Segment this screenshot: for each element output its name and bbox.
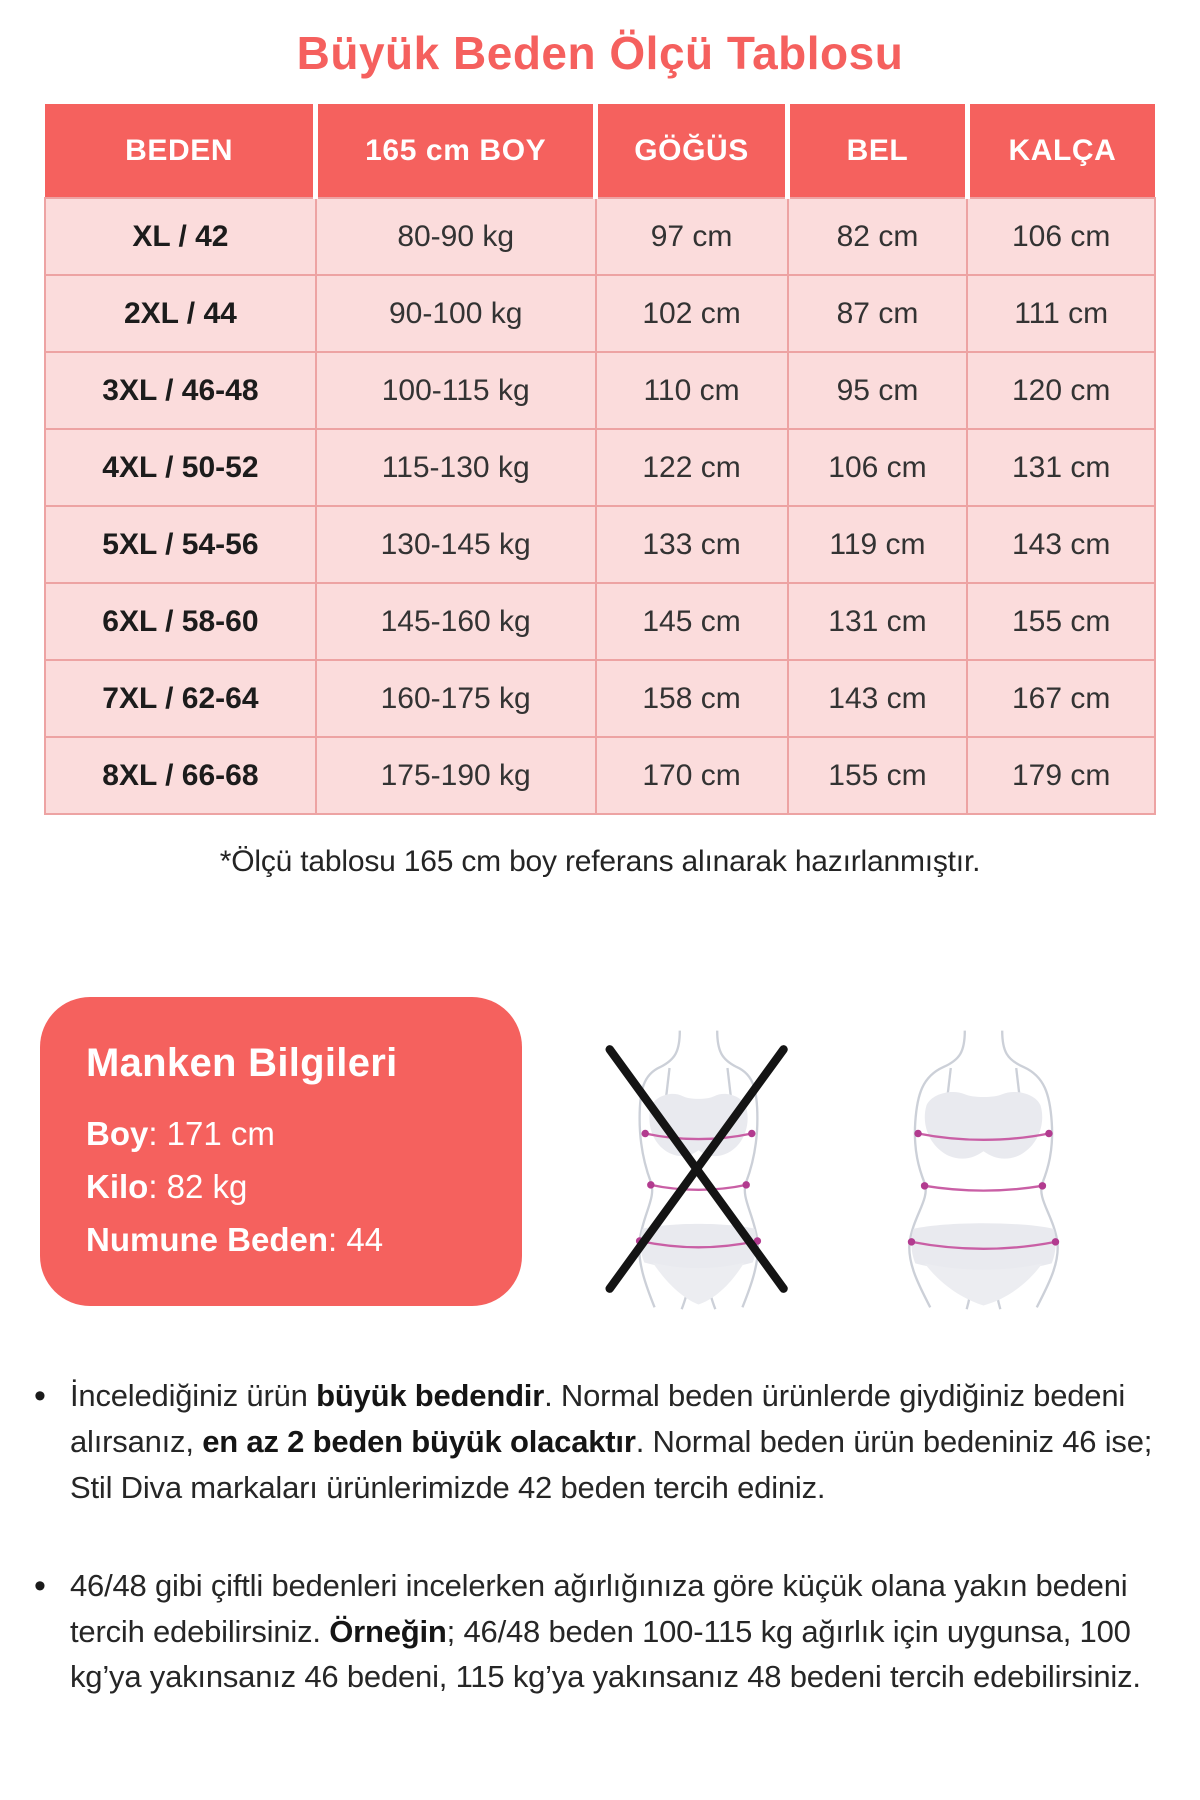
- col-header-bel: BEL: [785, 104, 968, 198]
- cell-chest: 102 cm: [594, 274, 789, 353]
- plus-figure-icon: [876, 1023, 1091, 1315]
- table-row: 4XL / 50-52 115-130 kg 122 cm 106 cm 131…: [44, 428, 1156, 507]
- cell-size: XL / 42: [44, 197, 317, 276]
- cell-chest: 158 cm: [594, 659, 789, 738]
- cell-hip: 131 cm: [966, 428, 1156, 507]
- bullet-item-sizing: İncelediğiniz ürün büyük bedendir. Norma…: [34, 1371, 1166, 1511]
- table-row: XL / 42 80-90 kg 97 cm 82 cm 106 cm: [44, 197, 1156, 276]
- cell-hip: 120 cm: [966, 351, 1156, 430]
- cell-weight: 90-100 kg: [314, 274, 597, 353]
- slim-figure-crossed-icon: [591, 1023, 806, 1315]
- cell-size: 4XL / 50-52: [44, 428, 317, 507]
- cell-size: 3XL / 46-48: [44, 351, 317, 430]
- table-row: 5XL / 54-56 130-145 kg 133 cm 119 cm 143…: [44, 505, 1156, 584]
- cross-out-x-icon: [605, 1045, 788, 1293]
- cell-waist: 155 cm: [786, 736, 969, 815]
- cell-size: 7XL / 62-64: [44, 659, 317, 738]
- table-row: 3XL / 46-48 100-115 kg 110 cm 95 cm 120 …: [44, 351, 1156, 430]
- cell-weight: 100-115 kg: [314, 351, 597, 430]
- table-row: 2XL / 44 90-100 kg 102 cm 87 cm 111 cm: [44, 274, 1156, 353]
- cell-size: 8XL / 66-68: [44, 736, 317, 815]
- cell-chest: 133 cm: [594, 505, 789, 584]
- info-bullets: İncelediğiniz ürün büyük bedendir. Norma…: [0, 1371, 1200, 1701]
- cell-chest: 145 cm: [594, 582, 789, 661]
- cell-hip: 111 cm: [966, 274, 1156, 353]
- cell-size: 2XL / 44: [44, 274, 317, 353]
- table-row: 6XL / 58-60 145-160 kg 145 cm 131 cm 155…: [44, 582, 1156, 661]
- col-header-kalca: KALÇA: [964, 104, 1155, 198]
- page-title: Büyük Beden Ölçü Tablosu: [296, 27, 904, 79]
- cell-waist: 82 cm: [786, 197, 969, 276]
- cell-weight: 175-190 kg: [314, 736, 597, 815]
- col-header-gogus: GÖĞÜS: [593, 104, 788, 198]
- table-row: 7XL / 62-64 160-175 kg 158 cm 143 cm 167…: [44, 659, 1156, 738]
- cell-weight: 145-160 kg: [314, 582, 597, 661]
- size-table: BEDEN 165 cm BOY GÖĞÜS BEL KALÇA XL / 42…: [44, 104, 1156, 815]
- cell-waist: 131 cm: [786, 582, 969, 661]
- model-weight: Kilo: 82 kg: [86, 1167, 248, 1205]
- cell-hip: 167 cm: [966, 659, 1156, 738]
- cell-size: 5XL / 54-56: [44, 505, 317, 584]
- cell-waist: 119 cm: [786, 505, 969, 584]
- cell-hip: 179 cm: [966, 736, 1156, 815]
- cell-waist: 143 cm: [786, 659, 969, 738]
- cell-weight: 130-145 kg: [314, 505, 597, 584]
- cell-waist: 106 cm: [786, 428, 969, 507]
- cell-chest: 170 cm: [594, 736, 789, 815]
- table-header-row: BEDEN 165 cm BOY GÖĞÜS BEL KALÇA: [45, 104, 1155, 198]
- model-info-title: Manken Bilgileri: [86, 1041, 398, 1085]
- cell-waist: 87 cm: [786, 274, 969, 353]
- cell-chest: 97 cm: [594, 197, 789, 276]
- model-height: Boy: 171 cm: [86, 1115, 275, 1152]
- bullet-item-double-sizes: 46/48 gibi çiftli bedenleri incelerken a…: [34, 1561, 1166, 1701]
- cell-size: 6XL / 58-60: [44, 582, 317, 661]
- cell-hip: 155 cm: [966, 582, 1156, 661]
- table-reference-note: *Ölçü tablosu 165 cm boy referans alınar…: [219, 845, 981, 878]
- cell-hip: 106 cm: [966, 197, 1156, 276]
- cell-chest: 110 cm: [594, 351, 789, 430]
- col-header-boy: 165 cm BOY: [313, 104, 596, 198]
- cell-weight: 115-130 kg: [314, 428, 597, 507]
- cell-weight: 80-90 kg: [314, 197, 597, 276]
- cell-hip: 143 cm: [966, 505, 1156, 584]
- measurement-figures: [522, 1023, 1160, 1315]
- model-info-card: Manken Bilgileri Boy: 171 cm Kilo: 82 kg…: [40, 997, 522, 1307]
- model-sample-size: Numune Beden: 44: [86, 1220, 384, 1258]
- cell-waist: 95 cm: [786, 351, 969, 430]
- model-info-section: Manken Bilgileri Boy: 171 cm Kilo: 82 kg…: [0, 997, 1200, 1315]
- cell-chest: 122 cm: [594, 428, 789, 507]
- table-row: 8XL / 66-68 175-190 kg 170 cm 155 cm 179…: [44, 736, 1156, 815]
- col-header-beden: BEDEN: [45, 104, 316, 198]
- cell-weight: 160-175 kg: [314, 659, 597, 738]
